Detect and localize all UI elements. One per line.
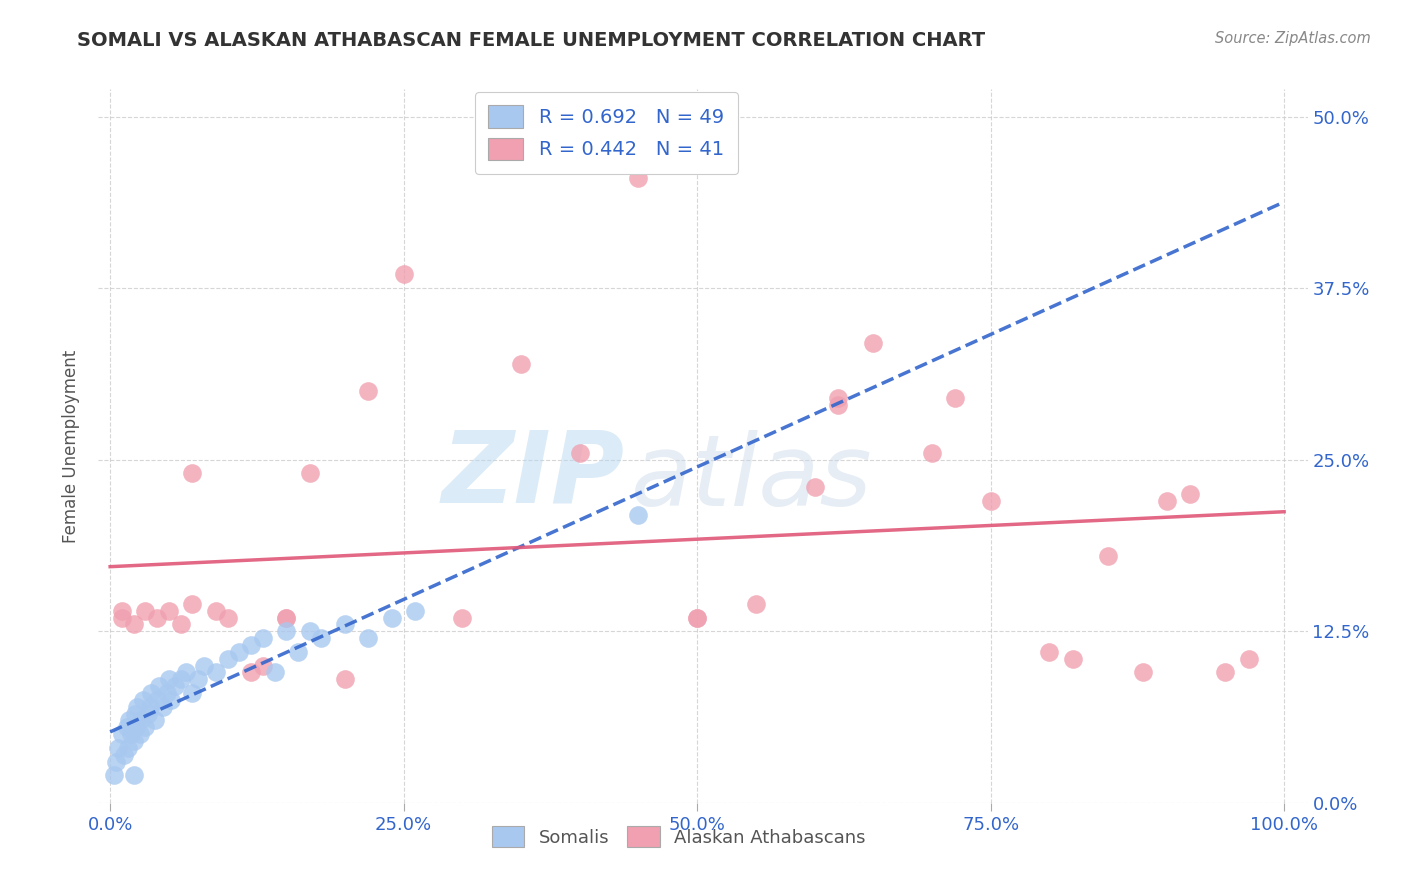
Point <box>134 604 156 618</box>
Point <box>1237 651 1260 665</box>
Point <box>568 446 591 460</box>
Point <box>745 597 768 611</box>
Point <box>111 604 134 618</box>
Text: SOMALI VS ALASKAN ATHABASCAN FEMALE UNEMPLOYMENT CORRELATION CHART: SOMALI VS ALASKAN ATHABASCAN FEMALE UNEM… <box>77 31 986 50</box>
Point <box>228 645 250 659</box>
Point <box>240 665 263 680</box>
Point <box>169 617 191 632</box>
Point <box>204 665 226 680</box>
Y-axis label: Female Unemployment: Female Unemployment <box>62 350 80 542</box>
Point <box>862 336 884 351</box>
Point <box>333 673 356 687</box>
Point <box>127 699 149 714</box>
Point <box>111 610 134 624</box>
Point <box>827 398 849 412</box>
Text: Source: ZipAtlas.com: Source: ZipAtlas.com <box>1215 31 1371 46</box>
Point <box>827 391 849 405</box>
Point <box>287 645 309 659</box>
Point <box>451 610 474 624</box>
Point <box>103 768 125 782</box>
Point <box>115 720 138 734</box>
Point <box>118 714 141 728</box>
Point <box>112 747 135 762</box>
Point <box>204 604 226 618</box>
Point <box>686 610 709 624</box>
Point <box>980 494 1002 508</box>
Point <box>120 727 142 741</box>
Point <box>111 727 134 741</box>
Point <box>333 617 356 632</box>
Point <box>217 651 239 665</box>
Point <box>157 604 180 618</box>
Point <box>163 679 186 693</box>
Point <box>627 171 650 186</box>
Point <box>122 617 145 632</box>
Point <box>124 706 146 721</box>
Point <box>921 446 943 460</box>
Point <box>404 604 426 618</box>
Point <box>1215 665 1237 680</box>
Point <box>155 686 177 700</box>
Point <box>105 755 128 769</box>
Point <box>263 665 285 680</box>
Point <box>627 508 650 522</box>
Point <box>240 638 263 652</box>
Point <box>1156 494 1178 508</box>
Point <box>176 665 198 680</box>
Point <box>357 384 380 398</box>
Point <box>252 658 274 673</box>
Point <box>132 693 155 707</box>
Point <box>160 693 183 707</box>
Point <box>181 597 204 611</box>
Point <box>357 631 380 645</box>
Point <box>181 686 204 700</box>
Point <box>122 768 145 782</box>
Point <box>169 673 191 687</box>
Point <box>125 720 148 734</box>
Point <box>129 714 152 728</box>
Point <box>298 624 321 639</box>
Point <box>252 631 274 645</box>
Point <box>276 610 298 624</box>
Point <box>945 391 967 405</box>
Text: atlas: atlas <box>630 430 872 526</box>
Point <box>1180 487 1202 501</box>
Point <box>146 610 169 624</box>
Point <box>146 693 169 707</box>
Point <box>143 714 166 728</box>
Point <box>139 699 162 714</box>
Point <box>298 467 321 481</box>
Text: ZIP: ZIP <box>441 426 624 523</box>
Point <box>134 720 156 734</box>
Point <box>686 610 709 624</box>
Point <box>141 686 163 700</box>
Point <box>193 658 215 673</box>
Point <box>510 357 533 371</box>
Point <box>107 740 129 755</box>
Point <box>128 727 150 741</box>
Point <box>122 734 145 748</box>
Point <box>187 673 209 687</box>
Point <box>381 610 404 624</box>
Point <box>276 624 298 639</box>
Point <box>181 467 204 481</box>
Legend: Somalis, Alaskan Athabascans: Somalis, Alaskan Athabascans <box>485 819 873 855</box>
Point <box>152 699 174 714</box>
Point <box>311 631 333 645</box>
Point <box>217 610 239 624</box>
Point <box>392 268 415 282</box>
Point <box>1062 651 1084 665</box>
Point <box>1097 549 1119 563</box>
Point <box>276 610 298 624</box>
Point <box>136 706 159 721</box>
Point <box>1038 645 1060 659</box>
Point <box>117 740 139 755</box>
Point <box>803 480 825 494</box>
Point <box>1132 665 1154 680</box>
Point <box>157 673 180 687</box>
Point <box>148 679 170 693</box>
